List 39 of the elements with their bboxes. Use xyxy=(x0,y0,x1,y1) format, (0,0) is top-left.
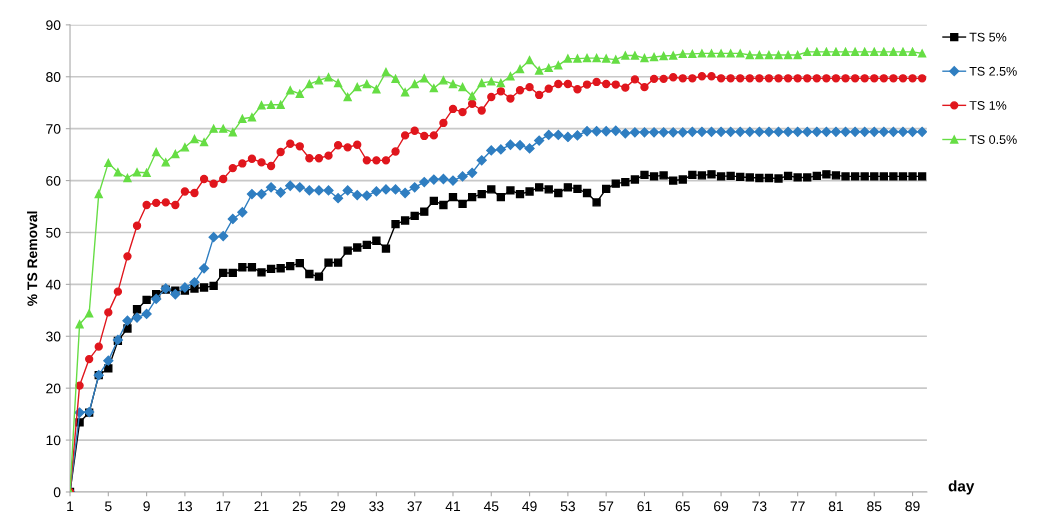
y-axis-title: % TS Removal xyxy=(27,211,38,306)
x-tick-label: 17 xyxy=(216,501,231,512)
x-tick-label: 41 xyxy=(445,501,461,512)
x-tick-label: 65 xyxy=(675,501,690,512)
x-tick-label: 21 xyxy=(254,501,269,512)
x-tick-label: 5 xyxy=(105,501,112,512)
x-tick-label: 81 xyxy=(828,501,844,512)
x-tick-label: 25 xyxy=(292,501,307,512)
x-tick-label: 13 xyxy=(178,501,193,512)
y-tick-label: 90 xyxy=(46,20,61,31)
x-tick-label: 61 xyxy=(637,501,652,512)
y-tick-label: 70 xyxy=(46,124,61,134)
y-tick-label: 80 xyxy=(46,72,61,82)
x-tick-label: 57 xyxy=(599,501,614,512)
x-tick-label: 9 xyxy=(143,501,150,512)
legend-label: TS 5% xyxy=(969,32,1007,42)
x-tick-label: 37 xyxy=(407,501,422,512)
x-tick-label: 45 xyxy=(483,501,499,512)
legend-label: TS 2.5% xyxy=(969,66,1017,76)
y-tick-label: 20 xyxy=(46,383,61,394)
x-tick-label: 49 xyxy=(522,501,537,512)
x-tick-label: 77 xyxy=(790,501,805,512)
y-tick-label: 50 xyxy=(46,227,61,238)
legend-label: TS 1% xyxy=(969,101,1007,110)
x-tick-label: 73 xyxy=(752,501,767,512)
x-axis-title: day xyxy=(948,480,975,495)
legend-label: TS 0.5% xyxy=(969,135,1017,144)
y-tick-label: 60 xyxy=(46,175,61,186)
x-tick-label: 69 xyxy=(714,501,729,512)
x-tick-label: 29 xyxy=(331,501,346,512)
y-tick-label: 30 xyxy=(46,331,61,342)
y-tick-label: 40 xyxy=(45,279,61,290)
x-tick-label: 85 xyxy=(867,501,882,512)
x-tick-label: 53 xyxy=(560,501,575,512)
y-tick-label: 10 xyxy=(46,435,61,446)
x-tick-label: 33 xyxy=(369,501,384,512)
y-tick-label: 0 xyxy=(53,487,61,498)
x-tick-label: 1 xyxy=(67,501,74,512)
x-tick-label: 89 xyxy=(905,501,920,512)
